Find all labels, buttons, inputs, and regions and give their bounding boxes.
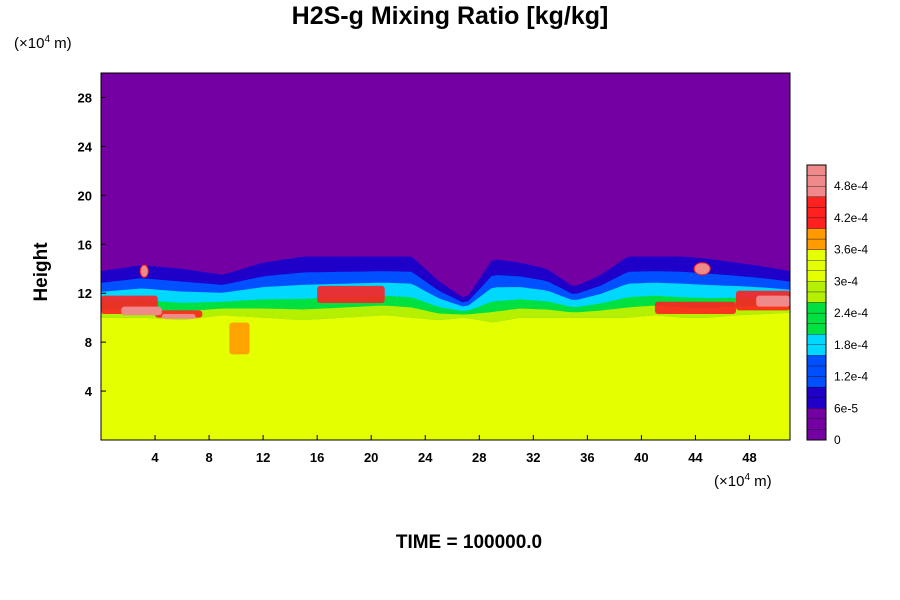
x-axis-unit: (×104 m) (714, 472, 772, 490)
y-tick-label: 8 (85, 335, 92, 350)
x-tick-label: 40 (634, 450, 648, 465)
time-label: TIME = 100000.0 (395, 532, 543, 553)
colorbar-box (806, 386, 827, 398)
colorbar-box (806, 260, 827, 271)
colorbar-tick-label: 0 (834, 433, 841, 447)
maximum-patch-2 (161, 313, 196, 319)
x-tick-label: 44 (688, 450, 703, 465)
colorbar-tick-label: 4.2e-4 (834, 211, 868, 225)
colorbar-box (806, 408, 827, 419)
maximum-blob (693, 262, 711, 276)
colorbar-box (806, 164, 827, 176)
x-tick-label: 4 (151, 450, 159, 465)
colorbar-tick-label: 2.4e-4 (834, 306, 868, 320)
x-tick-label: 8 (205, 450, 212, 465)
x-tick-label: 16 (310, 450, 324, 465)
colorbar-box (806, 228, 827, 240)
y-tick-label: 24 (78, 139, 93, 154)
y-tick-label: 4 (85, 384, 93, 399)
colorbar-box (806, 291, 827, 303)
maximum-patch-0 (121, 306, 162, 316)
colorbar-box (806, 175, 827, 187)
maximum-blob-left (139, 264, 149, 278)
maximum-patch-1 (756, 295, 790, 307)
heatmap-field (101, 73, 790, 440)
interface-streak-5 (229, 322, 250, 355)
colorbar-tick-label: 4.8e-4 (834, 179, 868, 193)
colorbar-tick-label: 3e-4 (834, 274, 858, 288)
colorbar-tick-label: 1.2e-4 (834, 370, 868, 384)
x-tick-label: 48 (742, 450, 756, 465)
colorbar-box (806, 323, 827, 335)
colorbar-box (806, 281, 827, 293)
y-tick-label: 16 (78, 237, 92, 252)
colorbar-box (806, 270, 827, 282)
x-tick-label: 28 (472, 450, 486, 465)
y-axis-unit: (×104 m) (14, 34, 72, 52)
plot-frame (100, 72, 791, 441)
lower-region (101, 312, 790, 440)
interface-streak-2 (317, 285, 385, 303)
x-tick-label: 36 (580, 450, 594, 465)
colorbar-tick-label: 3.6e-4 (834, 243, 868, 257)
colorbar-box (806, 302, 827, 314)
colorbar-tick-label: 6e-5 (834, 401, 858, 415)
colorbar-box (806, 186, 827, 197)
colorbar-box (806, 376, 827, 388)
chart-title: H2S-g Mixing Ratio [kg/kg] (291, 2, 609, 30)
y-tick-label: 12 (78, 286, 92, 301)
colorbar-box (806, 312, 827, 324)
x-tick-label: 24 (418, 450, 433, 465)
colorbar-box (806, 217, 827, 229)
x-tick-label: 12 (256, 450, 270, 465)
colorbar-box (806, 344, 827, 356)
mixing-band-4 (101, 305, 790, 323)
colorbar-box (806, 429, 827, 441)
colorbar-box (806, 397, 827, 409)
colorbar-box (806, 365, 827, 377)
colorbar-frame (806, 164, 827, 441)
colorbar-box (806, 207, 827, 219)
colorbar-box (806, 334, 827, 345)
colorbar-box (806, 238, 827, 250)
y-tick-label: 20 (78, 188, 92, 203)
colorbar-box (806, 418, 827, 430)
colorbar-tick-label: 1.8e-4 (834, 338, 868, 352)
y-tick-label: 28 (78, 90, 92, 105)
colorbar-box (806, 355, 827, 367)
x-tick-label: 20 (364, 450, 378, 465)
x-tick-label: 32 (526, 450, 540, 465)
colorbar-box (806, 249, 827, 261)
colorbar-box (806, 196, 827, 208)
interface-streak-3 (654, 301, 736, 314)
